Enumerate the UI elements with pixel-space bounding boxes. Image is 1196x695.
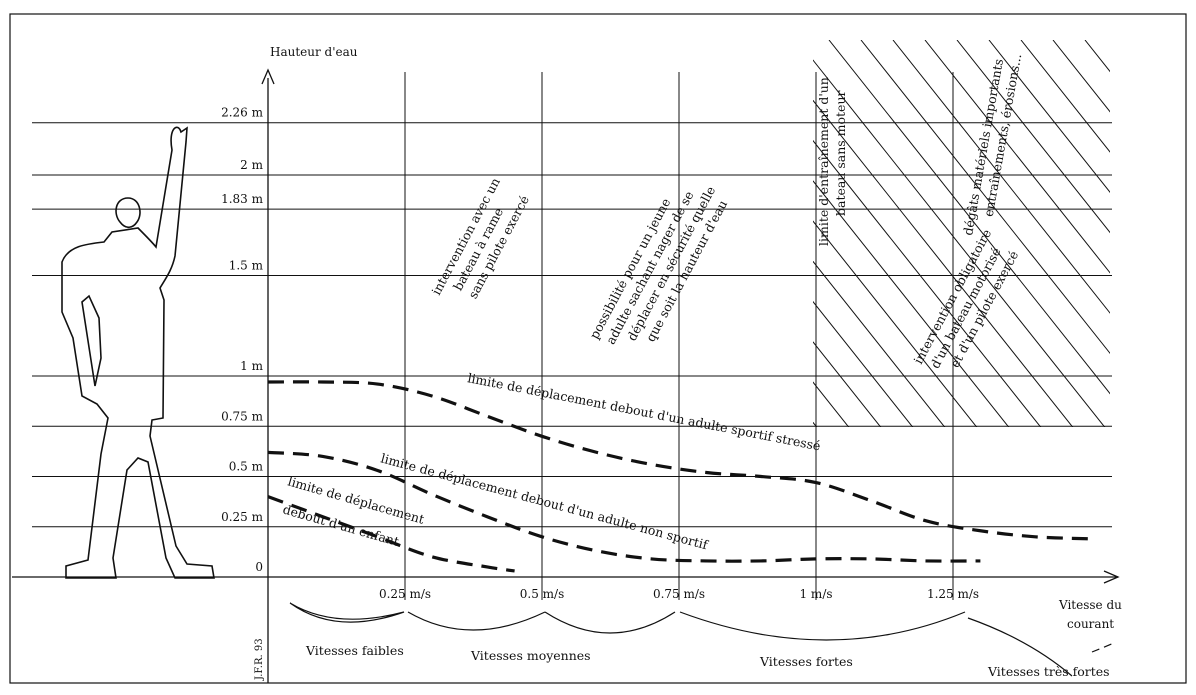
curve-label-sportif: limite de déplacement debout d'un adulte… xyxy=(466,370,821,453)
x-tick-label-2: 0.75 m/s xyxy=(653,587,705,601)
vertical-grid xyxy=(404,72,954,600)
curve-series-2 xyxy=(267,495,515,573)
hatch-line xyxy=(892,40,1110,314)
x-axis-arrow xyxy=(1103,570,1120,584)
x-axis-end-label-2: courant xyxy=(1067,617,1114,631)
hatch-line xyxy=(813,341,882,427)
hatch-line xyxy=(813,139,1042,427)
curve-series-0 xyxy=(267,380,1091,541)
hatch-line xyxy=(1052,40,1110,113)
y-axis-arrow xyxy=(261,68,275,85)
hatch-line xyxy=(924,40,1110,274)
hatch-line xyxy=(477,40,787,430)
x-tick-label-3: 1 m/s xyxy=(799,587,832,601)
hatch-line xyxy=(813,180,1010,427)
band-label-tres-fortes: Vitesses très fortes xyxy=(987,664,1110,679)
y-tick-label-0: 0 xyxy=(255,560,263,574)
horizontal-grid xyxy=(32,122,1112,528)
hatch-line xyxy=(1181,40,1196,430)
y-tick-label-7: 2 m xyxy=(240,158,263,172)
signature: J.F.R. 93 xyxy=(254,638,265,681)
hatch-line xyxy=(860,40,1110,355)
y-tick-labels: 0 0.25 m 0.5 m 0.75 m 1 m 1.5 m 1.83 m 2 m 2.26 … xyxy=(221,106,264,574)
annotation-nager: possibilité pour un jeune adulte sachant… xyxy=(586,184,730,347)
y-tick-label-8: 2.26 m xyxy=(221,106,264,120)
svg-text:bateau sans moteur: bateau sans moteur xyxy=(833,90,848,216)
annotation-degats: dégâts matériels importants entraînement… xyxy=(960,52,1024,236)
limit-curves xyxy=(267,380,1091,573)
y-tick-label-4: 1 m xyxy=(240,359,263,373)
hatch-line xyxy=(813,59,1106,427)
hatch-line xyxy=(1084,40,1110,73)
human-figure-icon xyxy=(61,126,215,579)
y-tick-label-2: 0.5 m xyxy=(229,460,264,474)
y-tick-label-1: 0.25 m xyxy=(221,510,264,524)
band-label-faibles: Vitesses faibles xyxy=(305,643,404,658)
y-tick-label-3: 0.75 m xyxy=(221,409,264,423)
band-label-moyennes: Vitesses moyennes xyxy=(470,648,591,663)
y-tick-label-5: 1.5 m xyxy=(229,259,264,273)
hatch-line xyxy=(813,99,1074,427)
x-tick-label-0: 0.25 m/s xyxy=(379,587,431,601)
annotation-entrainement: limite d'entraînement d'un bateau sans m… xyxy=(816,77,848,246)
hatch-line xyxy=(1149,40,1196,430)
hatch-line xyxy=(828,40,1110,395)
hatch-line xyxy=(956,40,1110,234)
band-label-fortes: Vitesses fortes xyxy=(759,654,853,669)
curve-series-1 xyxy=(267,450,981,563)
x-tick-label-4: 1.25 m/s xyxy=(927,587,979,601)
hatched-danger-zone xyxy=(477,40,1196,430)
hatch-line xyxy=(988,40,1110,194)
y-tick-label-6: 1.83 m xyxy=(221,192,264,206)
x-tick-label-1: 0.5 m/s xyxy=(520,587,564,601)
svg-text:limite d'entraînement d'un: limite d'entraînement d'un xyxy=(816,77,831,246)
speed-band-braces xyxy=(289,602,1115,677)
hatch-line xyxy=(813,220,978,427)
outer-frame xyxy=(9,13,1187,684)
hatch-line xyxy=(813,300,914,427)
x-tick-labels: 0.25 m/s 0.5 m/s 0.75 m/s 1 m/s 1.25 m/s xyxy=(379,587,979,601)
y-axis-title: Hauteur d'eau xyxy=(270,45,358,59)
x-axis-end-label-1: Vitesse du xyxy=(1058,598,1122,612)
annotation-rame: intervention avec un bateau à rame sans … xyxy=(428,175,532,301)
hatch-line xyxy=(1020,40,1110,153)
hatch-line xyxy=(813,260,946,427)
hatch-line xyxy=(1117,40,1196,430)
